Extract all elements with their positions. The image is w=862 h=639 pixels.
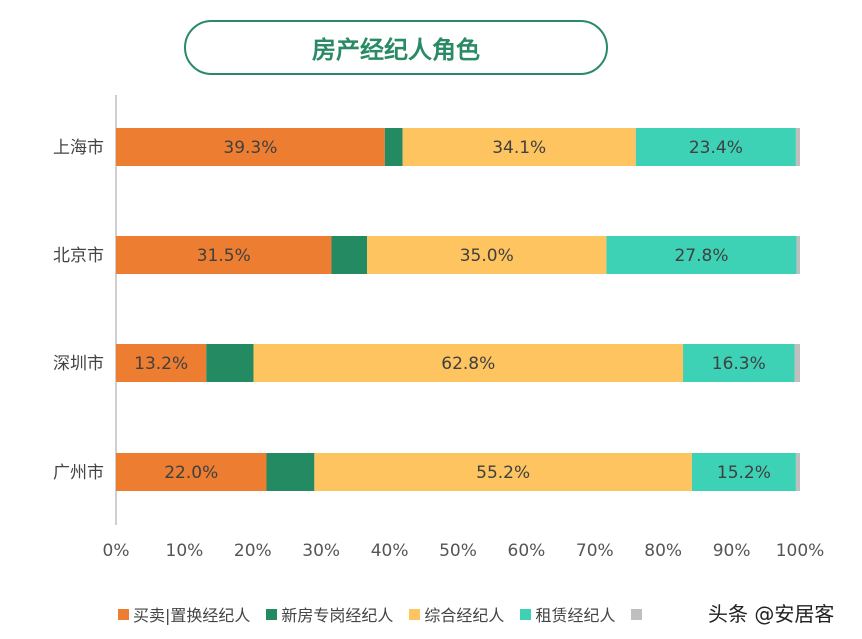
data-label: 35.0% — [460, 246, 514, 266]
x-tick-label: 100% — [776, 541, 825, 561]
data-label: 55.2% — [476, 463, 530, 483]
data-label: 39.3% — [223, 138, 277, 158]
legend-label: 租赁经纪人 — [535, 606, 616, 625]
data-label: 27.8% — [674, 246, 728, 266]
x-tick-label: 90% — [713, 541, 751, 561]
legend-item — [631, 608, 646, 620]
bar-segment — [116, 453, 267, 491]
legend-swatch — [631, 608, 643, 620]
bar-segment — [206, 344, 254, 382]
x-tick-label: 20% — [234, 541, 272, 561]
chart-title: 房产经纪人角色 — [184, 20, 608, 75]
data-label: 13.2% — [134, 354, 188, 374]
bar-segment — [384, 128, 403, 166]
legend-item: 租赁经纪人 — [520, 602, 615, 626]
category-label: 上海市 — [53, 138, 104, 158]
legend-swatch — [409, 608, 421, 620]
bar-segment — [367, 236, 607, 274]
legend-swatch — [118, 608, 129, 620]
bar-segment — [266, 453, 315, 491]
bar-segment — [116, 236, 332, 274]
x-tick-label: 30% — [302, 541, 340, 561]
bar-segment — [116, 128, 385, 166]
watermark: 头条 @安居客 — [708, 602, 835, 626]
data-label: 16.3% — [712, 354, 766, 374]
bar-segment — [314, 453, 692, 491]
bar-segment — [402, 128, 636, 166]
x-tick-label: 50% — [439, 541, 477, 561]
legend-label: 综合经纪人 — [424, 606, 505, 625]
x-tick-label: 0% — [103, 541, 130, 561]
bar-segment — [635, 128, 796, 166]
data-label: 15.2% — [717, 463, 771, 483]
x-tick-label: 80% — [644, 541, 682, 561]
data-label: 31.5% — [197, 246, 251, 266]
bar-segment — [795, 453, 800, 491]
legend-label: 新房专岗经纪人 — [281, 606, 394, 625]
legend-swatch — [520, 608, 532, 620]
legend: 买卖|置换经纪人 新房专岗经纪人 综合经纪人 租赁经纪人 — [118, 602, 646, 626]
data-label: 34.1% — [492, 138, 546, 158]
data-label: 62.8% — [441, 354, 495, 374]
bar-segment — [606, 236, 797, 274]
category-label: 广州市 — [53, 463, 104, 483]
bar-segment — [796, 236, 800, 274]
legend-item: 新房专岗经纪人 — [266, 602, 393, 626]
bar-segment — [795, 128, 800, 166]
legend-item: 买卖|置换经纪人 — [118, 602, 250, 626]
bar-segment — [331, 236, 368, 274]
legend-item: 综合经纪人 — [409, 602, 504, 626]
bar-segment — [691, 453, 796, 491]
x-tick-label: 60% — [508, 541, 546, 561]
legend-swatch — [266, 608, 278, 620]
bar-segment — [116, 344, 207, 382]
legend-label: 买卖|置换经纪人 — [133, 606, 251, 625]
bar-segment — [683, 344, 795, 382]
x-tick-label: 10% — [166, 541, 204, 561]
x-tick-label: 40% — [371, 541, 409, 561]
category-label: 北京市 — [53, 246, 104, 266]
bar-segment — [253, 344, 684, 382]
data-label: 22.0% — [164, 463, 218, 483]
category-label: 深圳市 — [53, 354, 104, 374]
bar-segment — [794, 344, 800, 382]
data-label: 23.4% — [689, 138, 743, 158]
x-tick-label: 70% — [576, 541, 614, 561]
